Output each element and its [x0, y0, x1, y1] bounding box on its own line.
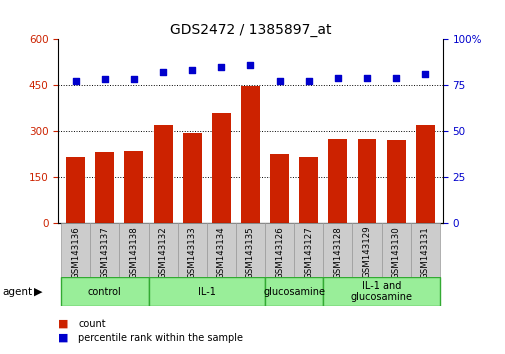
Point	[362, 75, 370, 80]
Point	[72, 79, 80, 84]
Point	[420, 71, 428, 77]
FancyBboxPatch shape	[148, 223, 177, 278]
FancyBboxPatch shape	[381, 223, 410, 278]
Bar	[95, 153, 114, 223]
FancyBboxPatch shape	[352, 223, 381, 278]
FancyBboxPatch shape	[235, 223, 265, 278]
Bar	[298, 157, 318, 223]
Bar	[270, 154, 288, 223]
Text: IL-1 and
glucosamine: IL-1 and glucosamine	[350, 281, 412, 303]
Text: ■: ■	[58, 319, 69, 329]
Point	[130, 76, 138, 82]
Text: GSM143137: GSM143137	[100, 226, 109, 279]
Point	[100, 76, 109, 82]
Bar	[66, 157, 85, 223]
Text: GSM143126: GSM143126	[275, 226, 283, 279]
Point	[246, 62, 254, 68]
Point	[188, 67, 196, 73]
Point	[159, 69, 167, 75]
Point	[391, 75, 399, 80]
Text: GSM143138: GSM143138	[129, 226, 138, 279]
FancyBboxPatch shape	[293, 223, 323, 278]
Bar	[154, 125, 172, 223]
FancyBboxPatch shape	[207, 223, 235, 278]
Point	[304, 79, 312, 84]
Title: GDS2472 / 1385897_at: GDS2472 / 1385897_at	[169, 23, 331, 36]
Bar	[212, 113, 230, 223]
FancyBboxPatch shape	[119, 223, 148, 278]
Text: GSM143132: GSM143132	[158, 226, 167, 279]
Text: GSM143134: GSM143134	[217, 226, 225, 279]
FancyBboxPatch shape	[177, 223, 207, 278]
FancyBboxPatch shape	[61, 223, 90, 278]
Text: GSM143130: GSM143130	[391, 226, 400, 279]
Text: GSM143128: GSM143128	[333, 226, 342, 279]
Text: IL-1: IL-1	[197, 287, 215, 297]
FancyBboxPatch shape	[61, 277, 148, 306]
FancyBboxPatch shape	[265, 223, 293, 278]
Bar	[415, 125, 434, 223]
Point	[217, 64, 225, 69]
FancyBboxPatch shape	[148, 277, 265, 306]
Text: control: control	[88, 287, 121, 297]
Point	[333, 75, 341, 80]
Bar	[328, 139, 346, 223]
FancyBboxPatch shape	[265, 277, 323, 306]
Text: GSM143136: GSM143136	[71, 226, 80, 279]
Text: ■: ■	[58, 333, 69, 343]
Point	[275, 79, 283, 84]
FancyBboxPatch shape	[323, 223, 352, 278]
Bar	[182, 132, 201, 223]
Bar	[357, 139, 376, 223]
Text: percentile rank within the sample: percentile rank within the sample	[78, 333, 243, 343]
FancyBboxPatch shape	[410, 223, 439, 278]
Text: GSM143135: GSM143135	[245, 226, 255, 279]
Text: ▶: ▶	[34, 287, 43, 297]
Bar	[124, 151, 143, 223]
Bar	[386, 140, 405, 223]
Text: GSM143127: GSM143127	[304, 226, 313, 279]
Text: glucosamine: glucosamine	[263, 287, 325, 297]
FancyBboxPatch shape	[90, 223, 119, 278]
Text: count: count	[78, 319, 106, 329]
Text: GSM143131: GSM143131	[420, 226, 429, 279]
Text: agent: agent	[3, 287, 33, 297]
Bar	[240, 86, 260, 223]
Text: GSM143133: GSM143133	[187, 226, 196, 279]
Text: GSM143129: GSM143129	[362, 226, 371, 278]
FancyBboxPatch shape	[323, 277, 439, 306]
